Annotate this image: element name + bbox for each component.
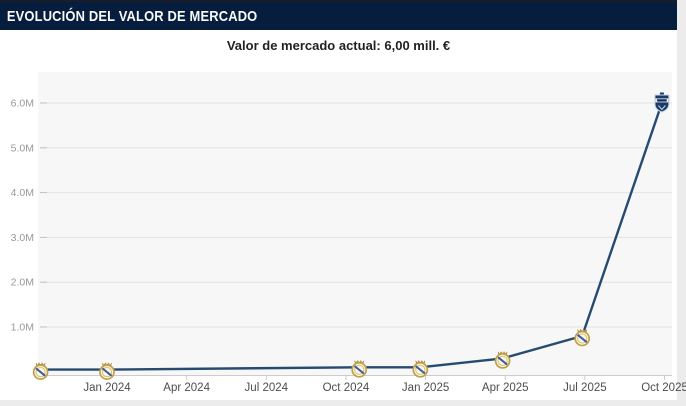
- real-madrid-crest-icon[interactable]: [99, 362, 115, 380]
- current-market-value-label: Valor de mercado actual:: [226, 38, 381, 53]
- panel-header: EVOLUCIÓN DEL VALOR DE MERCADO: [0, 0, 677, 30]
- panel-title: EVOLUCIÓN DEL VALOR DE MERCADO: [6, 7, 258, 25]
- real-madrid-crest-icon[interactable]: [574, 328, 591, 347]
- real-madrid-crest-icon[interactable]: [32, 362, 49, 380]
- current-market-value-amount: 6,00 mill. €: [384, 38, 451, 53]
- real-madrid-crest-icon[interactable]: [494, 351, 511, 369]
- real-madrid-crest-icon[interactable]: [412, 360, 429, 378]
- navy-club-crest-icon[interactable]: [654, 92, 670, 113]
- real-madrid-crest-icon[interactable]: [351, 360, 368, 378]
- current-market-value: Valor de mercado actual: 6,00 mill. €: [0, 38, 677, 58]
